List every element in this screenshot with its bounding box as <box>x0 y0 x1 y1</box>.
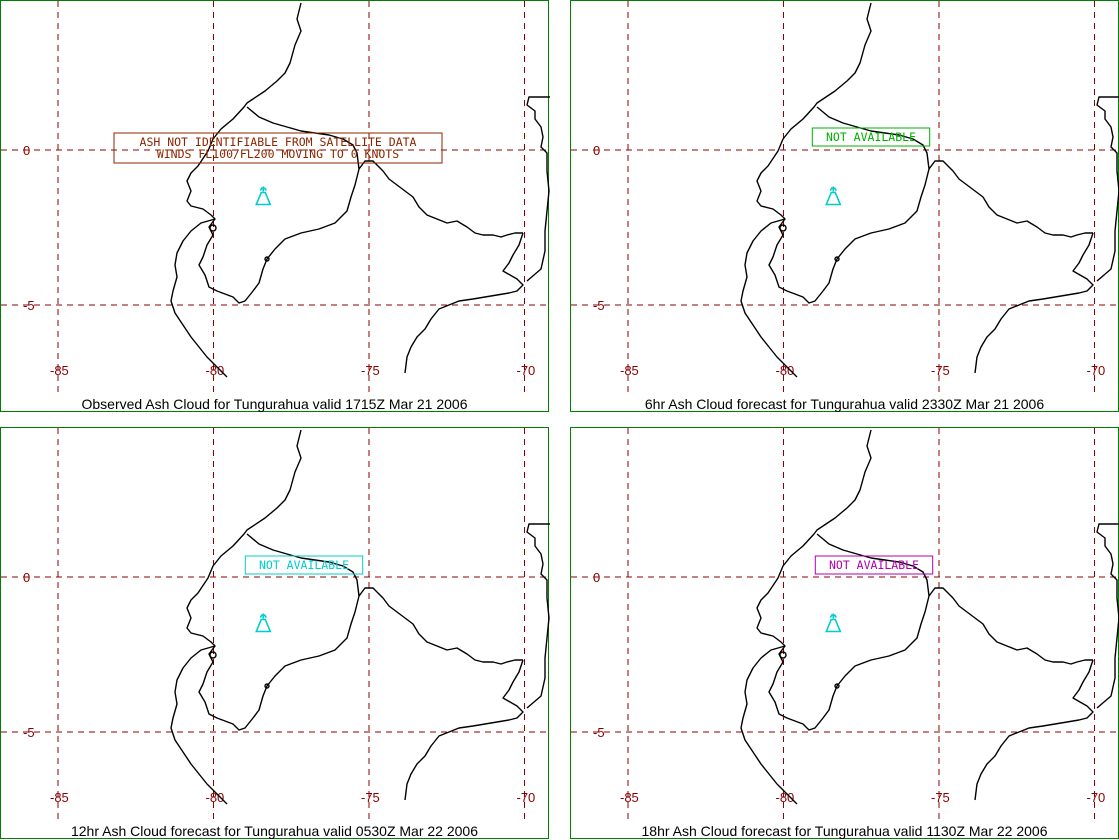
longitude-tick-label: -80 <box>206 363 225 378</box>
lat-lon-grid: -85 -80 -75 -70 0 -5 <box>1 428 550 820</box>
ecuador-outline <box>186 429 360 731</box>
ash-status-label: NOT AVAILABLE <box>811 127 931 147</box>
coastal-island <box>779 224 787 232</box>
map-panel-forecast-6hr: -85 -80 -75 -70 0 -5 NOT AVAILABLE 6hr Ash Clo… <box>570 0 1119 412</box>
eastern-border <box>974 232 1094 374</box>
volcano-cone <box>255 191 272 206</box>
label-box <box>814 555 934 575</box>
map-svg-forecast-18hr: -85 -80 -75 -70 0 -5 NOT AVAILABLE <box>571 428 1119 820</box>
east-edge-border <box>1096 523 1119 709</box>
longitude-tick-label: -75 <box>361 790 380 805</box>
coastline-layer <box>170 429 550 805</box>
longitude-tick-label: -80 <box>206 790 225 805</box>
coastline-layer <box>740 2 1119 378</box>
latitude-tick-label: 0 <box>593 570 600 585</box>
longitude-tick-label: -75 <box>931 790 950 805</box>
peru-coastline <box>740 645 798 805</box>
longitude-tick-label: -80 <box>776 790 795 805</box>
lat-lon-grid: -85 -80 -75 -70 0 -5 <box>571 428 1119 820</box>
latitude-tick-label: 0 <box>593 143 600 158</box>
northern-border <box>928 160 1093 238</box>
longitude-tick-label: -75 <box>931 363 950 378</box>
latitude-tick-label: -5 <box>593 298 605 313</box>
map-panel-observed: -85 -80 -75 -70 0 -5 ASH NOT IDENTIFIABLE FROM… <box>0 0 550 412</box>
peru-coastline <box>170 645 228 805</box>
coastal-island <box>779 651 787 659</box>
eastern-border <box>404 659 524 801</box>
latitude-tick-label: -5 <box>23 725 35 740</box>
inland-marker <box>834 683 840 689</box>
lat-lon-grid: -85 -80 -75 -70 0 -5 <box>1 1 550 393</box>
longitude-tick-label: -70 <box>1087 790 1106 805</box>
label-line: NOT AVAILABLE <box>829 558 919 572</box>
lat-lon-grid: -85 -80 -75 -70 0 -5 <box>571 1 1119 393</box>
ash-status-label: NOT AVAILABLE <box>814 555 934 575</box>
volcano-cone <box>825 191 842 206</box>
latitude-tick-label: 0 <box>23 570 30 585</box>
inland-marker <box>834 256 840 262</box>
map-svg-forecast-12hr: -85 -80 -75 -70 0 -5 NOT AVAILABLE <box>1 428 550 820</box>
map-svg-forecast-6hr: -85 -80 -75 -70 0 -5 NOT AVAILABLE <box>571 1 1119 393</box>
longitude-tick-label: -75 <box>361 363 380 378</box>
coastal-island <box>209 651 217 659</box>
latitude-tick-label: -5 <box>593 725 605 740</box>
volcano-plume <box>829 613 837 619</box>
ash-status-label: ASH NOT IDENTIFIABLE FROM SATELLITE DATA… <box>113 132 443 164</box>
eastern-border <box>974 659 1094 801</box>
map-panel-forecast-12hr: -85 -80 -75 -70 0 -5 NOT AVAILABLE 12hr Ash Cl… <box>0 427 550 839</box>
map-panel-forecast-18hr: -85 -80 -75 -70 0 -5 NOT AVAILABLE 18hr Ash Cl… <box>570 427 1119 839</box>
longitude-tick-label: -70 <box>517 363 536 378</box>
northern-border <box>358 587 523 665</box>
volcano-plume <box>259 186 267 192</box>
label-box <box>244 555 364 575</box>
inland-marker <box>264 683 270 689</box>
northern-border <box>928 587 1093 665</box>
eastern-border <box>404 232 524 374</box>
label-line: WINDS FL100/FL200 MOVING TO 0 KNOTS <box>157 147 399 161</box>
label-box <box>113 132 443 164</box>
label-line: NOT AVAILABLE <box>259 558 349 572</box>
coastal-island <box>209 224 217 232</box>
latitude-tick-label: 0 <box>23 143 30 158</box>
peru-coastline <box>170 218 228 378</box>
label-line: ASH NOT IDENTIFIABLE FROM SATELLITE DATA <box>140 135 417 149</box>
inland-marker <box>264 256 270 262</box>
east-edge-border <box>526 96 550 282</box>
longitude-tick-label: -85 <box>50 790 69 805</box>
longitude-tick-label: -85 <box>620 790 639 805</box>
volcano-cone <box>825 618 842 633</box>
northern-border <box>358 160 523 238</box>
panel-caption: 18hr Ash Cloud forecast for Tungurahua v… <box>641 823 1048 839</box>
volcano-icon <box>255 613 272 633</box>
longitude-tick-label: -85 <box>620 363 639 378</box>
volcano-plume <box>259 613 267 619</box>
panel-caption: Observed Ash Cloud for Tungurahua valid … <box>81 396 468 412</box>
longitude-tick-label: -80 <box>776 363 795 378</box>
volcano-cone <box>255 618 272 633</box>
label-box <box>811 127 931 147</box>
ash-status-label: NOT AVAILABLE <box>244 555 364 575</box>
volcano-icon <box>255 186 272 206</box>
panel-caption: 6hr Ash Cloud forecast for Tungurahua va… <box>644 396 1045 412</box>
peru-coastline <box>740 218 798 378</box>
label-line: NOT AVAILABLE <box>826 130 916 144</box>
coastline-layer <box>170 2 550 378</box>
east-edge-border <box>1096 96 1119 282</box>
longitude-tick-label: -85 <box>50 363 69 378</box>
ecuador-outline <box>756 429 930 731</box>
coastline-layer <box>740 429 1119 805</box>
panel-caption: 12hr Ash Cloud forecast for Tungurahua v… <box>70 823 479 839</box>
east-edge-border <box>526 523 550 709</box>
map-svg-observed: -85 -80 -75 -70 0 -5 ASH NOT IDENTIFIABLE FROM… <box>1 1 550 393</box>
ecuador-outline <box>756 2 930 304</box>
volcano-icon <box>825 186 842 206</box>
volcano-icon <box>825 613 842 633</box>
ecuador-outline <box>186 2 360 304</box>
volcano-plume <box>829 186 837 192</box>
longitude-tick-label: -70 <box>1087 363 1106 378</box>
longitude-tick-label: -70 <box>517 790 536 805</box>
latitude-tick-label: -5 <box>23 298 35 313</box>
